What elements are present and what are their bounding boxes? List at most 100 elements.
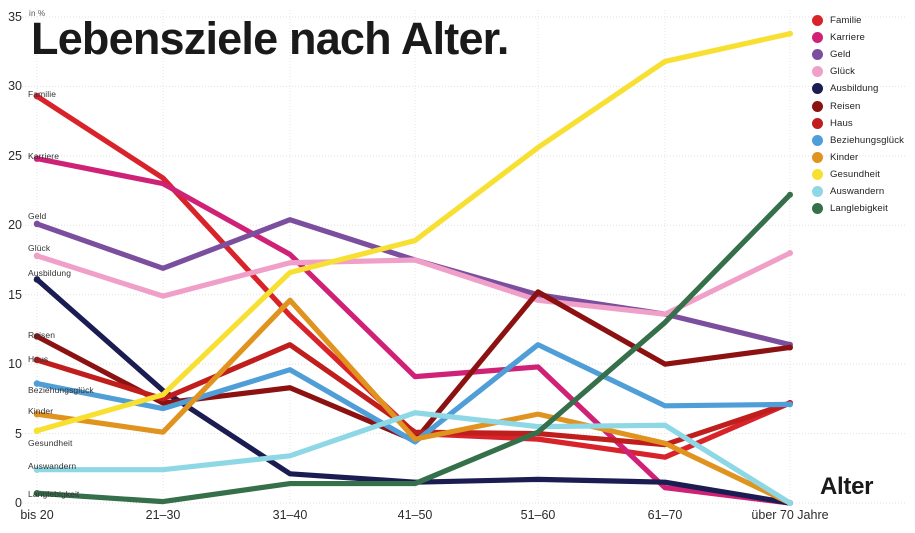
x-axis-tick-label: 31–40	[272, 508, 308, 522]
y-axis-tick-label: 10	[8, 357, 22, 372]
series-beziehungsgl-ck	[33, 342, 793, 445]
series-line	[34, 156, 793, 506]
legend-item-label: Haus	[830, 117, 853, 129]
series-start-marker	[33, 466, 41, 473]
series-inline-label: Glück	[28, 243, 51, 253]
series-end-marker	[787, 500, 793, 506]
series-start-marker	[33, 489, 41, 497]
legend-item[interactable]: Karriere	[812, 29, 915, 46]
x-axis: bis 20 21–30 31–40 41–50 51–60 61–70 über 70 J…	[0, 508, 915, 533]
legend-color-swatch-icon	[812, 49, 823, 61]
series-langlebigkeit	[33, 191, 793, 505]
legend-color-swatch-icon	[812, 15, 823, 27]
legend-color-swatch-icon	[812, 203, 823, 215]
legend-color-swatch-icon	[812, 134, 823, 146]
series-inline-label: Kinder	[28, 406, 54, 416]
legend-item[interactable]: Kinder	[812, 149, 915, 166]
series-inline-label: Reisen	[28, 330, 56, 340]
series-start-marker	[33, 333, 41, 340]
y-axis-tick-label: 5	[15, 426, 22, 441]
legend-item[interactable]: Ausbildung	[812, 80, 915, 97]
series-end-marker	[787, 401, 793, 408]
series-inline-label: Langlebigkeit	[28, 489, 80, 499]
chart-legend: Familie Karriere Geld Glück Ausbildung Reisen…	[812, 12, 915, 217]
y-axis-tick-label: 0	[15, 496, 22, 510]
y-axis: 0 5 10 15 20 25 30 35	[0, 0, 22, 533]
series-end-marker	[787, 30, 793, 37]
legend-item[interactable]: Glück	[812, 63, 915, 80]
x-axis-tick-label: 41–50	[397, 508, 433, 522]
legend-color-swatch-icon	[812, 185, 823, 197]
series-inline-label: Geld	[28, 211, 47, 221]
legend-item[interactable]: Auswandern	[812, 183, 915, 200]
legend-item-label: Ausbildung	[830, 83, 879, 95]
series-start-marker	[33, 410, 41, 418]
legend-item-label: Beziehungsglück	[830, 134, 905, 146]
series-inline-label: Ausbildung	[28, 268, 72, 278]
series-end-marker	[787, 250, 793, 257]
series-start-marker	[33, 92, 41, 100]
series-inline-label: Familie	[28, 89, 57, 99]
series-inline-label: Karriere	[28, 151, 60, 161]
legend-item[interactable]: Familie	[812, 12, 915, 29]
series-line	[34, 297, 793, 506]
series-line	[34, 93, 793, 460]
legend-color-swatch-icon	[812, 100, 823, 112]
series-reisen	[33, 289, 793, 444]
series-layer	[33, 30, 793, 506]
legend-item-label: Karriere	[830, 32, 865, 44]
series-gesundheit	[33, 30, 793, 435]
series-end-marker	[787, 191, 793, 198]
series-familie	[33, 92, 793, 460]
legend-item[interactable]: Langlebigkeit	[812, 200, 915, 217]
legend-item[interactable]: Gesundheit	[812, 166, 915, 183]
x-axis-tick-label: 21–30	[145, 508, 181, 522]
legend-item-label: Geld	[830, 49, 851, 61]
series-inline-label: Gesundheit	[28, 438, 73, 448]
y-axis-tick-label: 15	[8, 287, 22, 302]
series-start-marker	[33, 356, 41, 364]
legend-item[interactable]: Beziehungsglück	[812, 132, 915, 149]
legend-item-label: Glück	[830, 66, 856, 78]
series-inline-label: Haus	[28, 354, 49, 364]
series-start-marker	[33, 427, 41, 435]
series-line	[34, 342, 793, 445]
series-inline-label: Beziehungsglück	[28, 385, 94, 395]
series-line	[34, 250, 793, 317]
legend-color-swatch-icon	[812, 83, 823, 95]
series-auswandern	[33, 410, 793, 506]
series-line	[34, 410, 793, 506]
legend-item-label: Langlebigkeit	[830, 203, 888, 215]
legend-color-swatch-icon	[812, 151, 823, 163]
legend-color-swatch-icon	[812, 117, 823, 129]
legend-item[interactable]: Reisen	[812, 97, 915, 114]
series-gl-ck	[33, 250, 793, 317]
y-axis-tick-label: 30	[8, 79, 22, 94]
series-start-marker	[33, 252, 41, 260]
x-axis-tick-label: über 70 Jahre	[751, 508, 829, 522]
legend-item[interactable]: Haus	[812, 115, 915, 132]
legend-color-swatch-icon	[812, 168, 823, 180]
page-title: Lebensziele nach Alter.	[31, 13, 509, 64]
x-axis-tick-label: 51–60	[520, 508, 556, 522]
legend-color-swatch-icon	[812, 66, 823, 78]
series-start-marker	[33, 276, 41, 283]
legend-color-swatch-icon	[812, 32, 823, 44]
legend-item-label: Reisen	[830, 100, 861, 112]
y-axis-tick-label: 20	[8, 218, 22, 233]
x-axis-title: Alter	[820, 473, 874, 500]
y-axis-unit-label: in %	[29, 9, 46, 18]
series-line	[34, 289, 793, 444]
series-inline-label: Auswandern	[28, 461, 77, 471]
series-line	[34, 31, 793, 434]
legend-item-label: Familie	[830, 15, 862, 27]
x-axis-tick-label: 61–70	[647, 508, 683, 522]
legend-item-label: Kinder	[830, 151, 859, 163]
y-axis-tick-label: 35	[8, 10, 22, 24]
series-line	[34, 192, 793, 505]
legend-item-label: Auswandern	[830, 185, 885, 197]
legend-item[interactable]: Geld	[812, 46, 915, 63]
legend-item-label: Gesundheit	[830, 168, 881, 180]
